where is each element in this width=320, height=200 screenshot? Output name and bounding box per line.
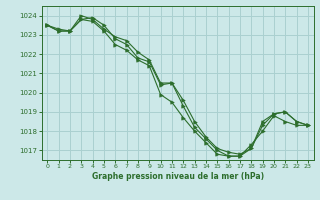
X-axis label: Graphe pression niveau de la mer (hPa): Graphe pression niveau de la mer (hPa) (92, 172, 264, 181)
